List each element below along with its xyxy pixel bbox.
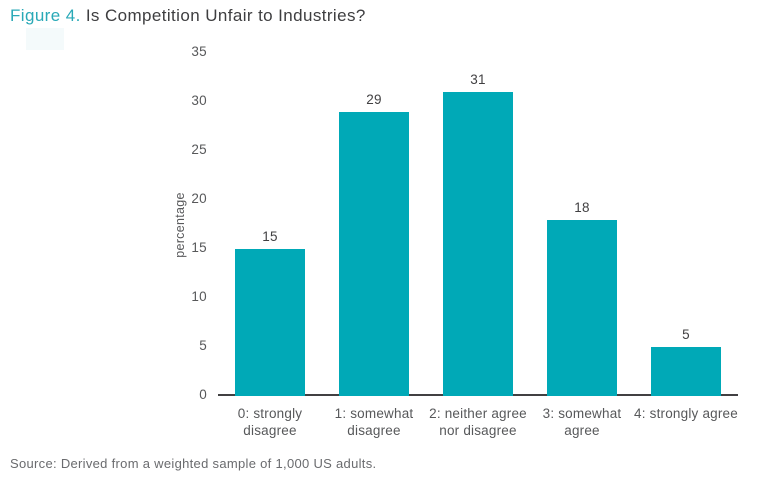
x-tick-label-line: 2: neither agree <box>429 406 527 421</box>
y-tick-label: 30 <box>191 93 207 108</box>
figure-title-text: Is Competition Unfair to Industries? <box>85 6 366 25</box>
bar-value-label: 18 <box>574 199 590 215</box>
y-tick-label: 20 <box>191 191 207 206</box>
x-tick-label: 3: somewhat agree <box>520 405 644 439</box>
x-tick-label-line: 1: somewhat <box>334 406 414 421</box>
x-tick-label-line: nor disagree <box>439 423 517 438</box>
bar-value-label: 29 <box>366 91 382 107</box>
x-tick-label: 2: neither agree nor disagree <box>416 405 540 439</box>
figure-number: Figure 4. <box>10 6 81 25</box>
bar-2 <box>443 92 513 396</box>
x-tick-label-line: 0: strongly <box>237 406 303 421</box>
bar-3 <box>547 219 617 396</box>
y-tick-label: 35 <box>191 44 207 59</box>
x-tick-label: 1: somewhat disagree <box>312 405 436 439</box>
bar-value-label: 31 <box>470 72 486 88</box>
y-tick-label: 0 <box>199 387 207 402</box>
bar-0 <box>235 249 305 396</box>
y-tick-label: 10 <box>191 289 207 304</box>
bar-value-label: 5 <box>682 327 690 342</box>
bar-4 <box>651 347 721 396</box>
bar-1 <box>339 111 409 396</box>
source-note: Source: Derived from a weighted sample o… <box>10 456 377 471</box>
x-tick-label-line: disagree <box>347 423 401 438</box>
y-tick-label: 15 <box>191 240 207 255</box>
x-tick-label-line: 4: strongly agree <box>634 406 738 421</box>
bar-value-label: 15 <box>262 229 278 244</box>
x-tick-label: 0: strongly disagree <box>208 405 332 439</box>
x-tick-label-line: disagree <box>243 423 297 438</box>
x-tick-label-line: agree <box>564 423 600 438</box>
figure-title: Figure 4. Is Competition Unfair to Indus… <box>10 6 366 26</box>
y-tick-label: 5 <box>199 338 207 353</box>
background-artifact <box>26 28 64 50</box>
x-tick-label: 4: strongly agree <box>624 405 748 422</box>
y-tick-label: 25 <box>191 142 207 157</box>
x-tick-label-line: 3: somewhat <box>542 406 622 421</box>
